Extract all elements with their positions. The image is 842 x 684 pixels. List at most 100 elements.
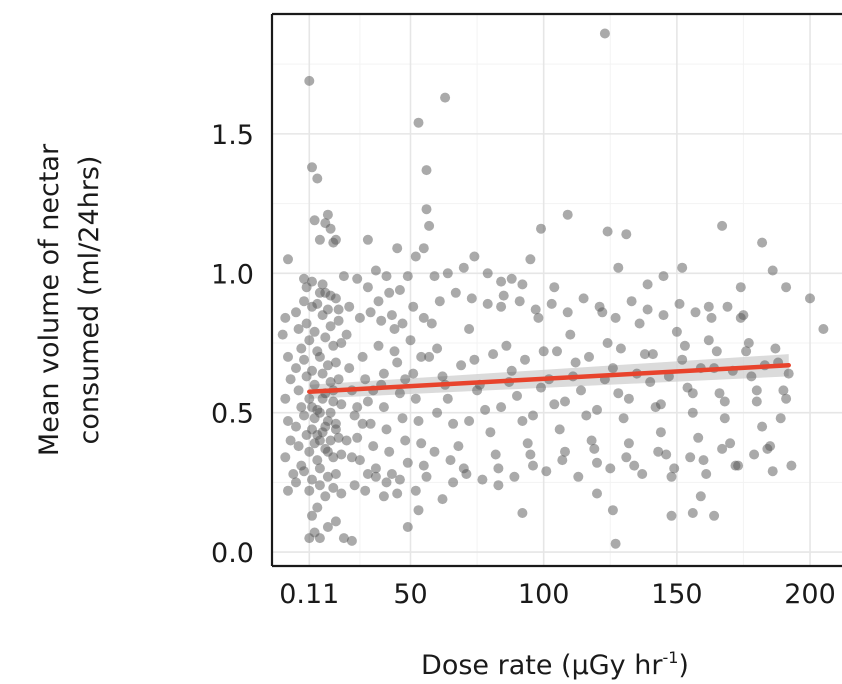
x-tick-label: 0.11 — [279, 579, 339, 610]
x-axis-title: Dose rate (µGy hr-1) — [421, 648, 689, 681]
data-point — [554, 424, 565, 435]
data-point — [458, 262, 469, 273]
data-point — [767, 265, 778, 276]
data-point — [381, 271, 392, 282]
data-point — [424, 351, 435, 362]
data-point — [592, 404, 602, 415]
data-point — [445, 455, 456, 466]
data-point — [775, 413, 786, 424]
data-point — [352, 432, 363, 443]
data-point — [312, 298, 323, 309]
data-point — [296, 343, 307, 354]
data-point — [312, 173, 323, 184]
data-point — [307, 162, 317, 173]
data-point — [336, 338, 347, 348]
data-point — [719, 413, 730, 424]
data-point — [362, 282, 373, 293]
data-point — [613, 262, 624, 273]
data-point — [615, 343, 626, 354]
data-point — [330, 234, 341, 245]
data-point — [522, 438, 533, 449]
data-point — [304, 485, 315, 496]
data-point — [528, 460, 538, 471]
data-point — [514, 296, 525, 307]
data-point — [392, 357, 403, 368]
data-point — [719, 396, 730, 407]
data-point — [352, 402, 363, 413]
data-point — [586, 435, 597, 446]
data-point — [743, 338, 754, 348]
data-point — [392, 488, 403, 499]
data-point — [365, 307, 376, 318]
data-point — [333, 432, 344, 443]
data-point — [717, 220, 728, 231]
data-point — [410, 485, 421, 496]
data-point — [669, 463, 680, 474]
data-point — [314, 463, 325, 474]
data-point — [386, 469, 397, 479]
data-point — [293, 324, 304, 334]
data-point — [520, 354, 530, 365]
data-point — [285, 435, 296, 446]
data-point — [362, 234, 373, 245]
data-point — [338, 533, 349, 544]
data-point — [485, 427, 496, 438]
data-point — [325, 435, 336, 446]
data-point — [299, 296, 309, 307]
data-point — [301, 282, 312, 293]
data-point — [701, 469, 712, 479]
data-point — [424, 220, 435, 231]
data-point — [357, 418, 368, 429]
data-point — [607, 505, 618, 516]
data-point — [336, 399, 347, 410]
data-point — [322, 471, 333, 482]
data-point — [525, 449, 536, 460]
data-point — [421, 204, 432, 215]
data-point — [405, 335, 416, 346]
data-point — [346, 535, 357, 546]
data-point — [314, 533, 325, 544]
data-point — [623, 393, 634, 404]
data-point — [621, 229, 632, 240]
data-point — [658, 310, 669, 321]
data-point — [381, 424, 392, 435]
data-point — [602, 226, 613, 237]
data-point — [341, 435, 352, 446]
data-point — [770, 343, 781, 354]
data-point — [307, 365, 317, 376]
data-point — [687, 508, 698, 518]
data-point — [637, 469, 648, 479]
data-point — [283, 351, 293, 362]
data-point — [711, 346, 722, 357]
data-point — [378, 368, 389, 379]
data-point — [309, 379, 320, 390]
data-point — [602, 338, 613, 348]
data-point — [309, 413, 320, 424]
data-point — [549, 399, 560, 410]
data-point — [397, 318, 408, 329]
data-point — [570, 357, 581, 368]
data-point — [354, 312, 365, 323]
data-point — [618, 413, 629, 424]
data-point — [666, 471, 677, 482]
data-point — [314, 480, 325, 491]
data-point — [432, 343, 443, 354]
data-point — [291, 477, 301, 488]
data-point — [307, 510, 317, 521]
data-point — [360, 374, 371, 385]
data-point — [317, 368, 328, 379]
axes — [270, 12, 842, 568]
data-point — [325, 321, 336, 332]
data-point — [533, 312, 544, 323]
data-point — [525, 254, 536, 265]
data-point — [560, 446, 570, 457]
x-tick-label: 100 — [518, 579, 570, 610]
data-point — [687, 388, 698, 399]
data-point — [333, 315, 344, 326]
data-point — [749, 449, 760, 460]
data-point — [402, 522, 413, 532]
data-point — [442, 393, 453, 404]
data-point — [325, 377, 336, 387]
data-point — [402, 271, 413, 282]
x-axis-title-superscript: -1 — [662, 648, 678, 667]
